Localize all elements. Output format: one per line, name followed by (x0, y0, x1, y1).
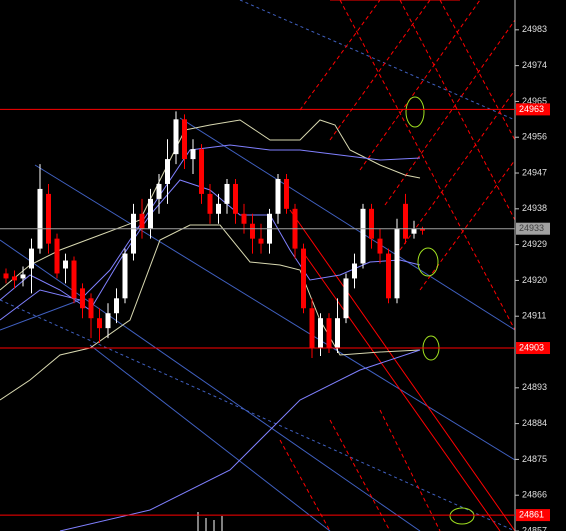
candle-body (343, 278, 349, 319)
price-label: 24933 (519, 223, 544, 233)
candle-body (105, 313, 111, 329)
candle-body (173, 119, 179, 155)
y-tick-label: 24956 (522, 132, 547, 142)
candle-body (3, 273, 9, 279)
candle-body (182, 119, 187, 160)
price-label-box (516, 103, 550, 116)
candle-body (63, 260, 68, 269)
trend-lines (0, 0, 516, 531)
candle-body (165, 159, 170, 184)
y-tick-label: 24857 (522, 525, 547, 531)
y-tick-label: 24911 (522, 311, 546, 321)
candle-body (46, 193, 51, 244)
candle-body (12, 276, 17, 281)
candle-body (54, 238, 60, 274)
y-tick-label: 24884 (522, 418, 547, 428)
candle-body (352, 263, 357, 279)
candle-body (258, 238, 264, 244)
candle-body (335, 318, 340, 349)
candle-body (190, 149, 196, 160)
candle-body (284, 178, 289, 209)
candle-body (122, 253, 128, 299)
candle-body (148, 198, 153, 229)
candle-body (318, 318, 323, 349)
candle-body (37, 188, 43, 249)
candle-body (156, 183, 162, 199)
candle-body (250, 223, 255, 239)
price-label: 24903 (519, 342, 544, 352)
y-tick-label: 24875 (522, 454, 547, 464)
candle-body (131, 213, 136, 254)
candle-body (97, 318, 102, 329)
candle-body (403, 203, 408, 239)
candle-body (394, 228, 400, 299)
candle-body (326, 318, 332, 349)
candle-body (29, 248, 34, 269)
candle-body (377, 238, 383, 254)
candle-body (224, 183, 230, 204)
price-label-box (516, 342, 550, 355)
candle-body (139, 213, 145, 229)
y-tick-label: 24965 (522, 96, 547, 106)
candle-body (301, 248, 306, 309)
candle-body (360, 208, 366, 264)
candle-body (20, 274, 26, 279)
price-label: 24963 (519, 104, 544, 114)
candle-body (275, 178, 281, 214)
candle-body (386, 253, 391, 299)
candle-body (309, 308, 315, 349)
y-tick-label: 24866 (522, 490, 547, 500)
candle-body (71, 260, 77, 299)
y-tick-label: 24983 (522, 24, 547, 34)
candle-body (216, 203, 221, 214)
y-tick-label: 24938 (522, 203, 547, 213)
candle-body (411, 228, 417, 234)
candle-body (241, 213, 247, 224)
price-label-box (516, 509, 550, 522)
price-label-box (516, 222, 550, 235)
candle-body (80, 288, 85, 309)
candle-body (114, 298, 119, 314)
candle-body (369, 208, 374, 239)
y-tick-label: 24947 (522, 167, 547, 177)
y-tick-label: 24929 (522, 239, 547, 249)
candle-body (207, 193, 213, 214)
candle-body (233, 183, 238, 214)
candle-body (88, 298, 94, 319)
candle-body (420, 228, 425, 231)
y-tick-label: 24893 (522, 382, 547, 392)
candle-body (199, 149, 204, 194)
y-tick-label: 24974 (522, 60, 547, 70)
price-label: 24861 (519, 509, 544, 519)
y-tick-label: 24920 (522, 275, 547, 285)
